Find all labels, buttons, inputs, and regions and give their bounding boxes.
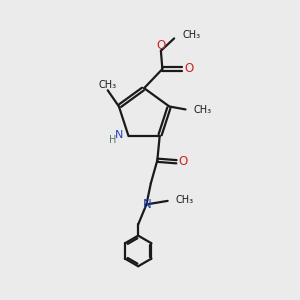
Text: CH₃: CH₃ bbox=[182, 31, 200, 40]
Text: CH₃: CH₃ bbox=[194, 105, 212, 115]
Text: N: N bbox=[115, 130, 123, 140]
Text: N: N bbox=[143, 198, 152, 211]
Text: CH₃: CH₃ bbox=[99, 80, 117, 90]
Text: O: O bbox=[184, 62, 194, 75]
Text: H: H bbox=[109, 135, 116, 145]
Text: O: O bbox=[178, 154, 188, 168]
Text: CH₃: CH₃ bbox=[176, 195, 194, 205]
Text: O: O bbox=[157, 39, 166, 52]
